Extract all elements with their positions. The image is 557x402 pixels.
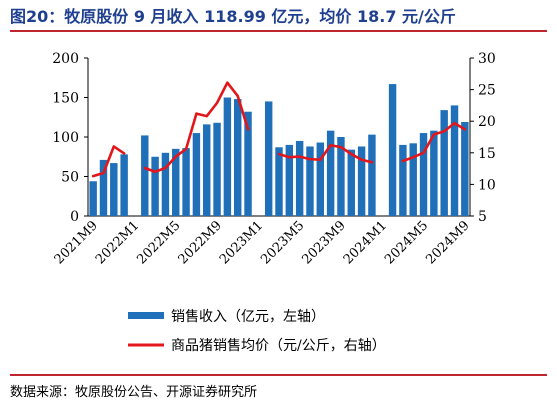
bar-2024M9 bbox=[461, 121, 469, 216]
y-axis-left: 0 50 100 150 200 bbox=[52, 51, 88, 225]
line-series bbox=[91, 81, 467, 178]
bar-2023M8 bbox=[326, 130, 335, 216]
legend: 销售收入（亿元，左轴） 商品猪销售均价（元/公斤，右轴） bbox=[128, 309, 386, 354]
y-left-tick-label: 0 bbox=[70, 209, 79, 225]
bar-2023M2 bbox=[264, 101, 273, 216]
x-tick-label: 2024M5 bbox=[382, 218, 431, 267]
bar-2022M6 bbox=[182, 148, 190, 216]
x-tick-label: 2022M5 bbox=[134, 218, 183, 267]
source-rule bbox=[10, 374, 547, 376]
y-right-tick-label: 5 bbox=[478, 209, 487, 225]
y-right-tick-label: 15 bbox=[478, 146, 496, 162]
y-right-tick-label: 20 bbox=[478, 114, 496, 130]
figure-title: 图20：牧原股份 9 月收入 118.99 亿元，均价 18.7 元/公斤 bbox=[10, 7, 456, 26]
price-line-segment-1 bbox=[143, 81, 250, 174]
x-tick-label: 2023M9 bbox=[300, 218, 349, 267]
x-tick-label: 2022M1 bbox=[93, 218, 142, 267]
bar-2023M12 bbox=[368, 134, 376, 216]
bar-2021M10 bbox=[99, 159, 108, 216]
y-left-tick-label: 100 bbox=[52, 130, 79, 146]
bar-2022M7 bbox=[192, 133, 201, 216]
y-right-tick-label: 25 bbox=[478, 83, 496, 99]
x-tick-label: 2024M1 bbox=[341, 218, 390, 267]
y-left-tick-label: 150 bbox=[52, 91, 79, 107]
x-tick-label: 2022M9 bbox=[176, 218, 225, 267]
bar-2023M9 bbox=[337, 137, 345, 216]
bar-2024M3 bbox=[399, 144, 407, 216]
bar-2023M6 bbox=[306, 146, 314, 216]
bar-2021M9 bbox=[89, 181, 97, 216]
title-rule bbox=[10, 30, 547, 32]
x-tick-label: 2024M9 bbox=[423, 218, 472, 267]
legend-swatch-bar bbox=[128, 312, 164, 319]
bar-2022M5 bbox=[172, 148, 180, 216]
x-tick-label: 2023M5 bbox=[258, 218, 307, 267]
bar-2024M2 bbox=[388, 84, 397, 216]
price-line-segment-0 bbox=[91, 145, 126, 178]
bar-2023M10 bbox=[347, 149, 355, 216]
bar-series bbox=[89, 84, 469, 216]
bar-2022M11 bbox=[233, 99, 242, 216]
bar-2022M12 bbox=[244, 111, 252, 216]
bar-2022M9 bbox=[213, 122, 221, 216]
bar-2023M5 bbox=[295, 140, 304, 216]
bar-2024M4 bbox=[409, 143, 417, 216]
legend-label-line: 商品猪销售均价（元/公斤，右轴） bbox=[171, 338, 386, 354]
bar-2023M11 bbox=[357, 146, 366, 216]
price-line-segment-2 bbox=[277, 143, 374, 164]
bar-2024M5 bbox=[419, 133, 428, 216]
bar-2023M7 bbox=[316, 142, 325, 216]
x-tick-label: 2023M1 bbox=[217, 218, 266, 267]
bar-2021M12 bbox=[120, 154, 128, 216]
x-tick-label: 2021M9 bbox=[52, 218, 101, 267]
y-left-tick-label: 200 bbox=[52, 51, 79, 67]
bar-2024M8 bbox=[450, 105, 459, 216]
bar-2022M3 bbox=[151, 156, 159, 216]
y-axis-right: 5 10 15 20 25 30 bbox=[470, 51, 496, 225]
source-note: 数据来源：牧原股份公告、开源证券研究所 bbox=[10, 385, 258, 400]
bar-2022M4 bbox=[161, 152, 170, 216]
bar-2022M2 bbox=[141, 135, 149, 216]
bar-2022M8 bbox=[203, 124, 211, 216]
price-line-segment-3 bbox=[401, 121, 467, 163]
bar-2023M4 bbox=[285, 144, 294, 216]
bar-2021M11 bbox=[110, 163, 118, 216]
y-left-tick-label: 50 bbox=[61, 170, 79, 186]
bar-2022M10 bbox=[223, 97, 232, 216]
bar-2024M7 bbox=[440, 110, 448, 216]
legend-label-bar: 销售收入（亿元，左轴） bbox=[171, 309, 325, 325]
x-axis: 2021M92022M12022M52022M92023M12023M52023… bbox=[52, 218, 473, 267]
y-right-tick-label: 30 bbox=[478, 51, 496, 67]
bar-2023M3 bbox=[275, 147, 283, 216]
bar-2024M6 bbox=[430, 130, 438, 216]
y-right-tick-label: 10 bbox=[478, 177, 496, 193]
